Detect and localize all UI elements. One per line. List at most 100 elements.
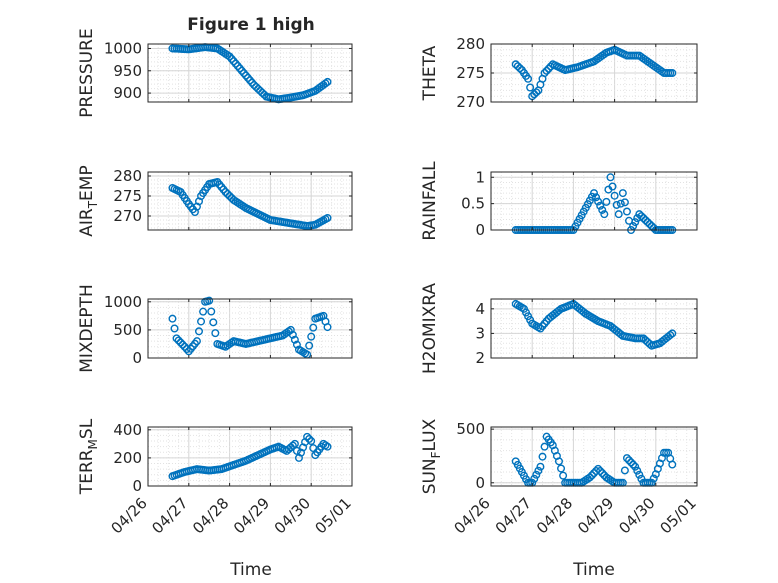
y-axis-label: THETA (420, 45, 440, 101)
data-point (631, 462, 640, 471)
data-point (649, 474, 658, 483)
plot-area (491, 172, 697, 230)
data-point (598, 205, 607, 214)
data-point (639, 214, 648, 223)
subplot-8: 0 500 SUNFLUX 04/2604/2704/2804/2904/3005/0… (420, 418, 700, 537)
data-point (323, 442, 332, 451)
data-point (241, 71, 250, 80)
y-tick-label: 1 (475, 168, 485, 186)
axes-box (147, 426, 353, 487)
data-point (594, 464, 603, 473)
x-tick-label: 05/01 (657, 494, 700, 537)
data-point (245, 76, 254, 85)
data-point (633, 466, 642, 475)
data-point (610, 191, 619, 200)
y-tick-label: 400 (113, 421, 142, 439)
data-point (625, 456, 634, 465)
data-point (229, 57, 238, 66)
data-point (598, 469, 607, 478)
x-tick-label: 04/30 (271, 494, 314, 537)
subplot-1: 900 950 1000 PRESSURE (77, 28, 353, 118)
y-axis-label: TERRMSL (77, 418, 100, 495)
x-tick-label: 04/26 (451, 494, 494, 537)
x-tick-label: 05/01 (312, 494, 355, 537)
data-point (178, 340, 187, 349)
data-point (627, 458, 636, 467)
data-point (629, 222, 638, 231)
data-point (194, 327, 203, 336)
subplot-3: 270 275 280 AIRTEMP (77, 165, 353, 237)
data-point (239, 69, 248, 78)
subplot-7: 0 200 400 TERRMSL 04/2604/2704/2804/2904/300… (77, 418, 355, 537)
x-tick-label: 04/28 (189, 494, 232, 537)
data-point (620, 466, 629, 475)
data-point (172, 334, 181, 343)
data-point (554, 306, 563, 315)
data-point (538, 452, 547, 461)
data-point (305, 341, 314, 350)
y-tick-label: 270 (113, 207, 142, 225)
data-point (645, 220, 654, 229)
y-axis-label: RAINFALL (420, 161, 440, 241)
data-point (534, 466, 543, 475)
y-tick-label: 4 (475, 300, 485, 318)
data-point (231, 59, 240, 68)
data-point (209, 318, 218, 327)
data-point (286, 325, 295, 334)
data-point (666, 331, 675, 340)
y-tick-label: 0 (475, 221, 485, 239)
data-point (243, 73, 252, 82)
data-point (612, 200, 621, 209)
data-point (207, 307, 216, 316)
x-axis-label-right: Time (572, 560, 615, 580)
data-point (540, 68, 549, 77)
y-tick-label: 3 (475, 324, 485, 342)
y-tick-label: 500 (113, 321, 142, 339)
y-tick-label: 900 (113, 84, 142, 102)
data-point (540, 442, 549, 451)
data-point (176, 338, 185, 347)
data-point (515, 64, 524, 73)
x-tick-label: 04/29 (230, 494, 273, 537)
data-point (596, 201, 605, 210)
figure-title: Figure 1 high (187, 15, 315, 35)
data-point (637, 474, 646, 483)
y-axis-label: MIXDEPTH (77, 284, 97, 373)
data-point (170, 324, 179, 333)
data-point (307, 332, 316, 341)
data-point (307, 437, 316, 446)
y-axis-label: H2OMIXRA (420, 283, 440, 374)
y-tick-label: 275 (113, 187, 142, 205)
data-point (668, 68, 677, 77)
data-point (600, 210, 609, 219)
data-point (641, 216, 650, 225)
x-tick-label: 04/27 (492, 494, 535, 537)
data-point (592, 193, 601, 202)
x-axis-label-left: Time (229, 560, 272, 580)
data-point (629, 460, 638, 469)
y-tick-label: 0.5 (461, 195, 485, 213)
data-point (532, 470, 541, 479)
x-tick-label: 04/26 (108, 494, 151, 537)
data-point (602, 197, 611, 206)
data-point (594, 197, 603, 206)
data-point (635, 470, 644, 479)
plot-area (148, 172, 352, 230)
data-point (536, 462, 545, 471)
y-tick-label: 0 (132, 349, 142, 367)
data-point (530, 474, 539, 483)
data-point (290, 439, 299, 448)
y-tick-label: 500 (456, 420, 485, 438)
data-point (559, 471, 568, 480)
y-axis-label: AIRTEMP (77, 165, 100, 236)
data-point (233, 62, 242, 71)
data-point (168, 314, 177, 323)
data-point (635, 210, 644, 219)
axes-box (147, 43, 353, 103)
data-point (618, 189, 627, 198)
data-point (585, 473, 594, 482)
data-point (227, 54, 236, 63)
data-point (643, 218, 652, 227)
axes-box (490, 426, 698, 487)
